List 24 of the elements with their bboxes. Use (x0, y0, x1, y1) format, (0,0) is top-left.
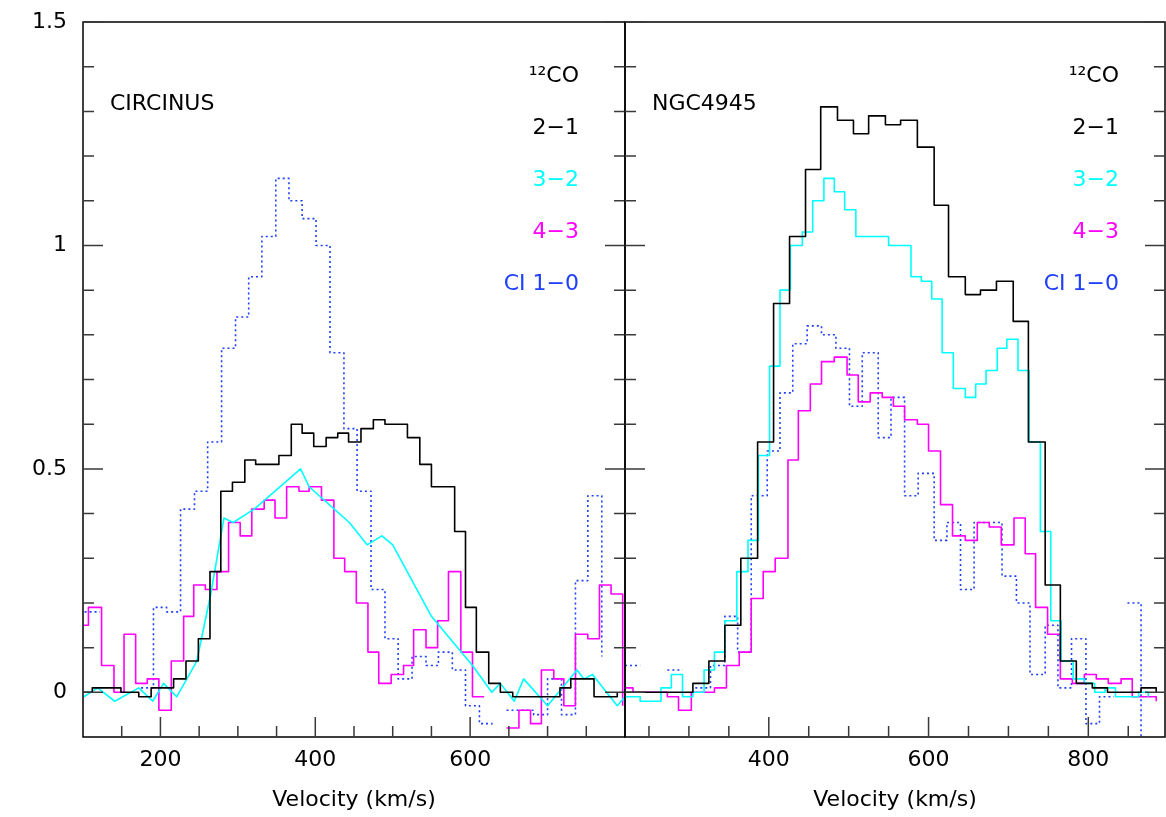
legend-title: ¹²CO (1068, 62, 1119, 87)
text: CI 1−0 (503, 270, 579, 295)
x-tick-label: 400 (294, 745, 337, 771)
x-tick-label: 600 (907, 745, 950, 771)
text: CI 1−0 (1043, 270, 1119, 295)
text: 2−1 (1072, 114, 1119, 139)
text: NGC4945 (652, 90, 757, 115)
text: 3−2 (1072, 166, 1119, 191)
legend-title: ¹²CO (528, 62, 579, 87)
x-tick-label: 800 (1067, 745, 1110, 771)
text: CIRCINUS (110, 90, 215, 115)
x-tick-label: 200 (139, 745, 182, 771)
text: 4−3 (1072, 218, 1119, 243)
y-tick-label: 1 (53, 231, 67, 257)
x-tick-label: 400 (747, 745, 790, 771)
y-tick-label: 0 (53, 678, 67, 704)
y-tick-label: 0.5 (32, 454, 67, 480)
text: 4−3 (532, 218, 579, 243)
x-axis-title: Velocity (km/s) (813, 785, 977, 811)
y-tick-label: 1.5 (32, 7, 67, 33)
x-axis-title: Velocity (km/s) (272, 785, 436, 811)
x-tick-label: 600 (449, 745, 492, 771)
text: 3−2 (532, 166, 579, 191)
text: 2−1 (532, 114, 579, 139)
